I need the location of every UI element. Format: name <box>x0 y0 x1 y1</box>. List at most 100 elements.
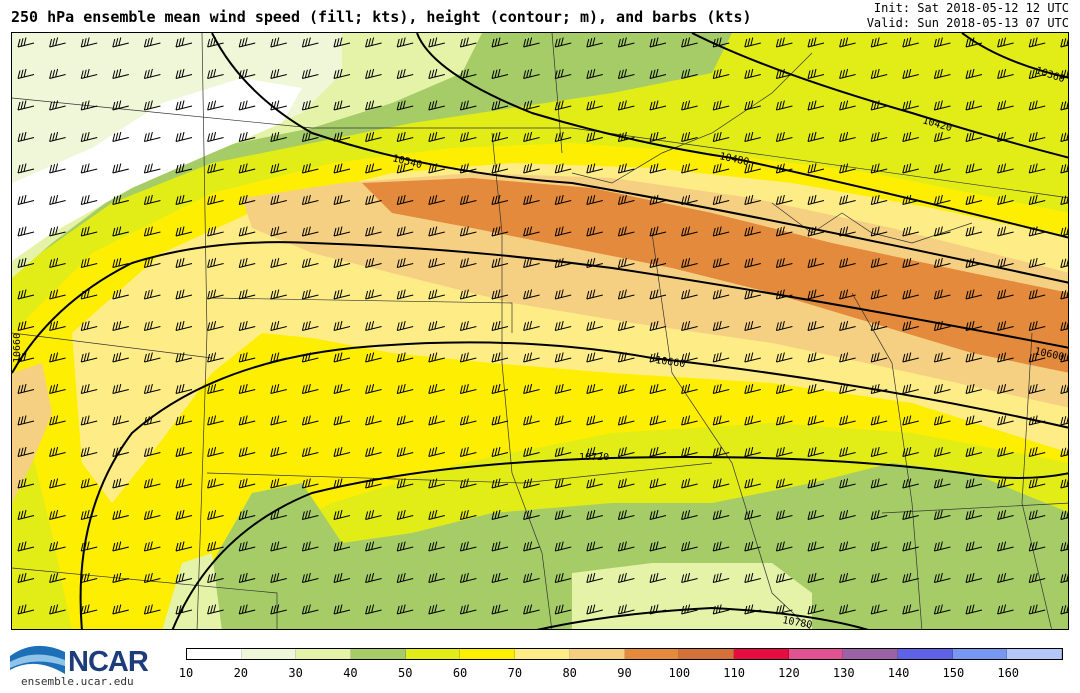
contour-10540 <box>211 33 1068 284</box>
wind-barb-icon <box>712 572 730 583</box>
wind-barb-icon <box>933 509 951 520</box>
wind-barb-icon <box>839 37 856 48</box>
wind-barb-icon <box>1060 69 1068 79</box>
wind-barb-icon <box>933 320 951 331</box>
contour-10660 <box>79 341 1068 629</box>
wind-barb-icon <box>744 415 761 426</box>
wind-barb-icon <box>870 257 888 268</box>
wind-barb-icon <box>301 541 319 552</box>
wind-barb-icon <box>775 352 793 363</box>
wind-barb-icon <box>238 604 256 615</box>
wind-barb-icon <box>491 541 509 552</box>
init-time: Init: Sat 2018-05-12 12 UTC <box>873 1 1069 15</box>
wind-barb-icon <box>965 478 983 489</box>
wind-barb-icon <box>775 572 793 583</box>
wind-barb-icon <box>301 383 319 394</box>
wind-barb-icon <box>1060 447 1068 457</box>
wind-barb-icon <box>207 100 224 111</box>
wind-barb-icon <box>902 478 919 489</box>
wind-barb-icon <box>333 163 351 174</box>
wind-barb-icon <box>17 383 35 394</box>
wind-barb-icon <box>997 383 1014 394</box>
wind-barb-icon <box>807 572 825 583</box>
wind-barb-icon <box>270 383 287 394</box>
wind-barb-icon <box>238 289 256 300</box>
wind-barb-icon <box>744 37 761 48</box>
colorbar-cell <box>296 649 352 659</box>
wind-barb-icon <box>586 352 603 363</box>
wind-barb-icon <box>902 541 919 552</box>
wind-barb-icon <box>744 541 761 552</box>
wind-barb-icon <box>965 163 983 174</box>
wind-barb-icon <box>112 194 129 205</box>
wind-barb-icon <box>1028 68 1046 79</box>
colorbar-cell <box>515 649 570 659</box>
wind-barb-icon <box>649 194 667 205</box>
wind-barb-icon <box>175 509 193 520</box>
colorbar-cell <box>405 649 461 659</box>
wind-barb-icon <box>175 478 193 489</box>
wind-barb-icon <box>365 131 382 142</box>
wind-barb-icon <box>617 320 635 331</box>
wind-barb-icon <box>17 541 35 552</box>
wind-barb-icon <box>617 446 635 457</box>
wind-barb-icon <box>459 352 477 363</box>
wind-barb-icon <box>365 320 382 331</box>
wind-barb-icon <box>839 100 856 111</box>
wind-barb-icon <box>365 509 382 520</box>
wind-barb-icon <box>1060 605 1068 615</box>
wind-barb-icon <box>175 572 193 583</box>
wind-barb-icon <box>586 131 603 142</box>
wind-barb-icon <box>396 163 414 174</box>
wind-barb-icon <box>207 478 224 489</box>
wind-barb-icon <box>428 289 445 300</box>
wind-barb-icon <box>997 478 1014 489</box>
wind-barb-icon <box>80 320 98 331</box>
wind-barb-icon <box>143 320 161 331</box>
wind-barb-icon <box>523 572 540 583</box>
wind-barb-icon <box>238 194 256 205</box>
wind-barb-icon <box>744 226 761 237</box>
wind-barb-icon <box>965 604 983 615</box>
wind-barb-icon <box>143 446 161 457</box>
wind-barb-icon <box>459 131 477 142</box>
wind-barb-icon <box>491 100 509 111</box>
wind-barb-icon <box>491 383 509 394</box>
wind-barb-icon <box>1060 510 1068 520</box>
wind-barb-icon <box>523 68 540 79</box>
wind-barb-icon <box>744 257 761 268</box>
wind-barb-icon <box>459 415 477 426</box>
wind-barb-icon <box>396 415 414 426</box>
wind-barb-icon <box>523 194 540 205</box>
wind-barb-icon <box>459 257 477 268</box>
wind-barb-icon <box>270 604 287 615</box>
wind-barb-icon <box>270 100 287 111</box>
wind-barb-icon <box>965 383 983 394</box>
wind-barb-icon <box>428 509 445 520</box>
wind-barb-icon <box>301 289 319 300</box>
wind-barb-icon <box>17 289 35 300</box>
wind-barb-icon <box>49 446 66 457</box>
wind-barb-icon <box>712 226 730 237</box>
wind-barb-icon <box>870 289 888 300</box>
wind-barb-icon <box>491 604 509 615</box>
wind-barb-icon <box>554 383 572 394</box>
wind-barb-icon <box>365 604 382 615</box>
wind-barb-icon <box>428 383 445 394</box>
wind-barb-icon <box>80 37 98 48</box>
wind-barb-icon <box>586 415 603 426</box>
wind-barb-icon <box>965 320 983 331</box>
wind-barb-icon <box>744 383 761 394</box>
wind-barb-icon <box>523 352 540 363</box>
wind-barb-icon <box>207 257 224 268</box>
wind-barb-icon <box>1060 290 1068 300</box>
wind-barb-icon <box>459 289 477 300</box>
wind-barb-icon <box>365 226 382 237</box>
wind-barb-icon <box>175 383 193 394</box>
wind-barb-icon <box>839 289 856 300</box>
wind-barb-icon <box>586 541 603 552</box>
colorbar-tick-label: 140 <box>887 666 910 680</box>
wind-barb-icon <box>143 509 161 520</box>
wind-barb-icon <box>554 352 572 363</box>
wind-barb-icon <box>681 257 698 268</box>
